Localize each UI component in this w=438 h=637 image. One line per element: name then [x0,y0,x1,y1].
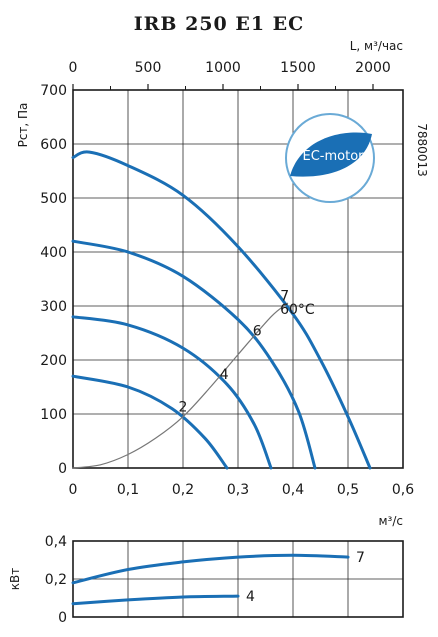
y-tick-label: 0 [58,461,67,477]
series-line-2 [71,315,273,470]
top-tick-label: 500 [135,60,162,76]
y-tick-label: 300 [40,299,67,315]
x-tick-label: 0,6 [392,482,414,498]
plot-frame [72,89,404,469]
x-tick-label: 0,1 [117,482,139,498]
top-axis-label: L, м³/час [350,39,403,53]
y-tick-label: 700 [40,83,67,99]
x-tick-label: 0,2 [172,482,194,498]
plot-frame [72,540,404,618]
chart-title: IRB 250 E1 EC [134,13,305,35]
x-tick-label: 0,4 [282,482,304,498]
curve-label: 7 [280,289,289,305]
y-tick-label: 200 [40,353,67,369]
badge-text: EC-motor [303,149,365,164]
curve-labels: 760°C 6 4 2 [179,289,315,416]
power-curve-label: 7 [356,550,365,566]
series-line-4 [72,302,289,469]
curve-label: 2 [179,399,188,415]
y-tick-label: 500 [40,191,67,207]
top-tick-label: 1500 [280,60,316,76]
power-ticks: 0 0,2 0,4 7 4 [45,534,365,626]
x-tick-label: 0,5 [337,482,359,498]
y-tick-label: 0 [58,610,67,626]
power-curve-label: 4 [246,589,255,605]
main-series [71,150,372,470]
curve-label: 4 [220,367,229,383]
top-axis-ticks: 0 500 1000 1500 2000 [69,60,391,90]
ec-motor-badge: EC-motor [285,113,375,203]
series-line-1 [71,594,240,606]
y-axis-label: Pст, Па [16,103,30,148]
x-axis-label: м³/с [378,514,403,528]
y-tick-label: 400 [40,245,67,261]
series-line-3 [71,374,229,470]
top-tick-label: 1000 [205,60,241,76]
power-series [71,553,350,606]
series-line-1 [71,239,317,470]
main-ticks: 0 0,1 0,2 0,3 0,4 0,5 0,6 0 100 200 300 400 500 600 70… [40,83,414,498]
model-code: 7880013 [415,123,429,176]
y-tick-label: 600 [40,137,67,153]
y-tick-label: 0,4 [45,534,67,550]
power-grid [72,540,404,618]
series-line-0 [71,553,350,585]
y-tick-label: 100 [40,407,67,423]
badge-leaf-icon [290,132,372,177]
series-line-0 [71,150,372,470]
curve-label: 60°C [280,302,315,318]
power-axis-label: кВт [8,568,22,590]
top-tick-label: 2000 [355,60,391,76]
curve-label: 6 [253,324,262,340]
x-tick-label: 0 [69,482,78,498]
y-tick-label: 0,2 [45,572,67,588]
top-tick-label: 0 [69,60,78,76]
x-tick-label: 0,3 [227,482,249,498]
